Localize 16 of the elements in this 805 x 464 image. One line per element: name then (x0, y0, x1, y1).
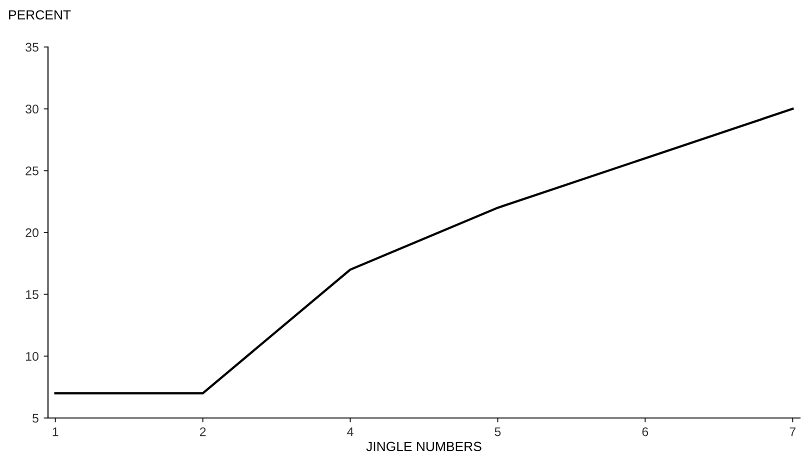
x-tick-label: 6 (642, 427, 648, 436)
y-tick-label: 30 (26, 104, 38, 114)
y-tick-label: 20 (26, 228, 38, 238)
x-axis-title: JINGLE NUMBERS (366, 442, 482, 452)
y-tick-label: 15 (26, 290, 38, 299)
x-tick-label: 7 (790, 427, 796, 436)
x-tick-label: 5 (494, 427, 501, 436)
x-tick-label: 4 (347, 427, 354, 436)
x-tick-label: 2 (200, 427, 206, 436)
y-tick-label: 25 (26, 166, 38, 176)
y-tick-label: 5 (32, 414, 38, 423)
y-tick-label: 10 (26, 352, 38, 361)
y-axis-title: PERCENT (9, 10, 71, 20)
line-series (54, 108, 794, 394)
x-tick-label: 1 (52, 427, 58, 436)
y-tick-label: 35 (26, 42, 38, 52)
